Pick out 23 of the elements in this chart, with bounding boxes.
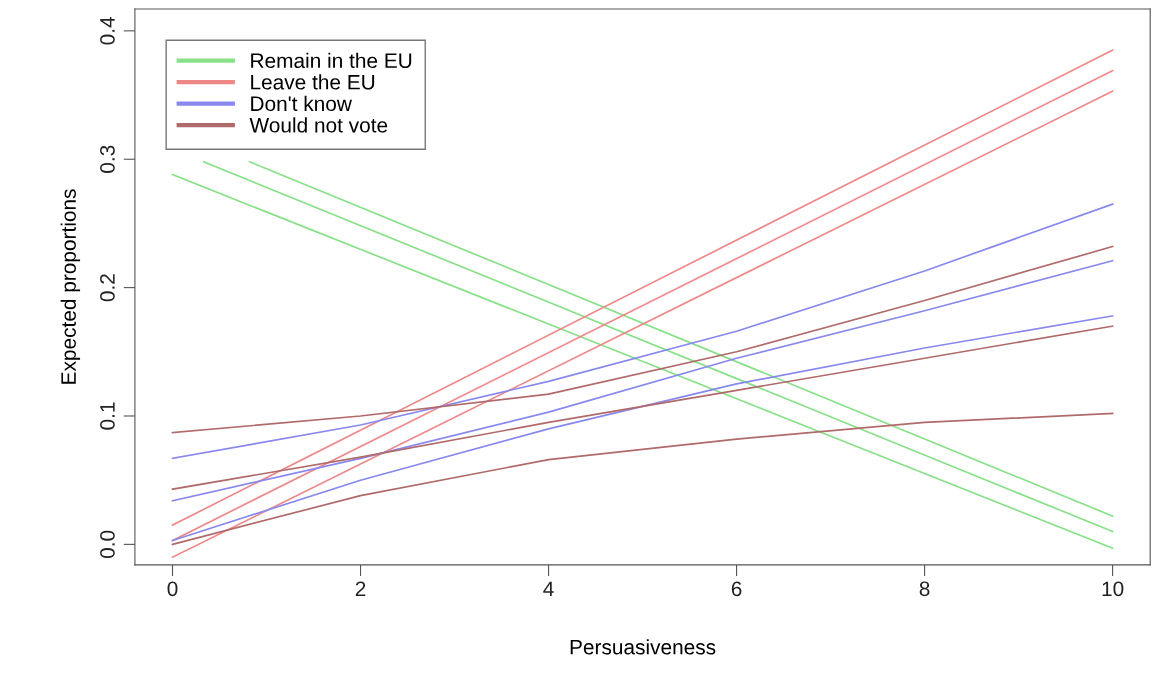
y-tick-label: 0.4 <box>100 16 115 45</box>
legend-label: Would not vote <box>249 117 388 133</box>
legend-label: Leave the EU <box>251 74 375 90</box>
y-tick-label: 0.1 <box>100 402 115 430</box>
x-axis-title: Persuasiveness <box>570 639 716 655</box>
x-tick-label: 4 <box>543 581 554 596</box>
x-tick-label: 2 <box>355 581 366 596</box>
line-series <box>171 325 1114 491</box>
x-tick-label: 0 <box>167 581 178 597</box>
line-series <box>171 203 1114 460</box>
y-tick-label: 0.3 <box>100 145 115 173</box>
line-series <box>171 259 1114 502</box>
line-series <box>171 412 1114 546</box>
y-tick-label: 0.2 <box>100 274 115 302</box>
x-tick-label: 10 <box>1102 581 1124 597</box>
x-tick-label: 8 <box>919 581 930 597</box>
y-axis-title: Expected proportions <box>60 189 81 384</box>
legend-label: Don't know <box>251 95 352 112</box>
legend-label: Remain in the EU <box>251 52 412 69</box>
line-series <box>171 315 1114 542</box>
x-tick-label: 6 <box>731 581 742 597</box>
line-series <box>171 245 1114 434</box>
y-tick-label: 0.0 <box>100 530 115 559</box>
